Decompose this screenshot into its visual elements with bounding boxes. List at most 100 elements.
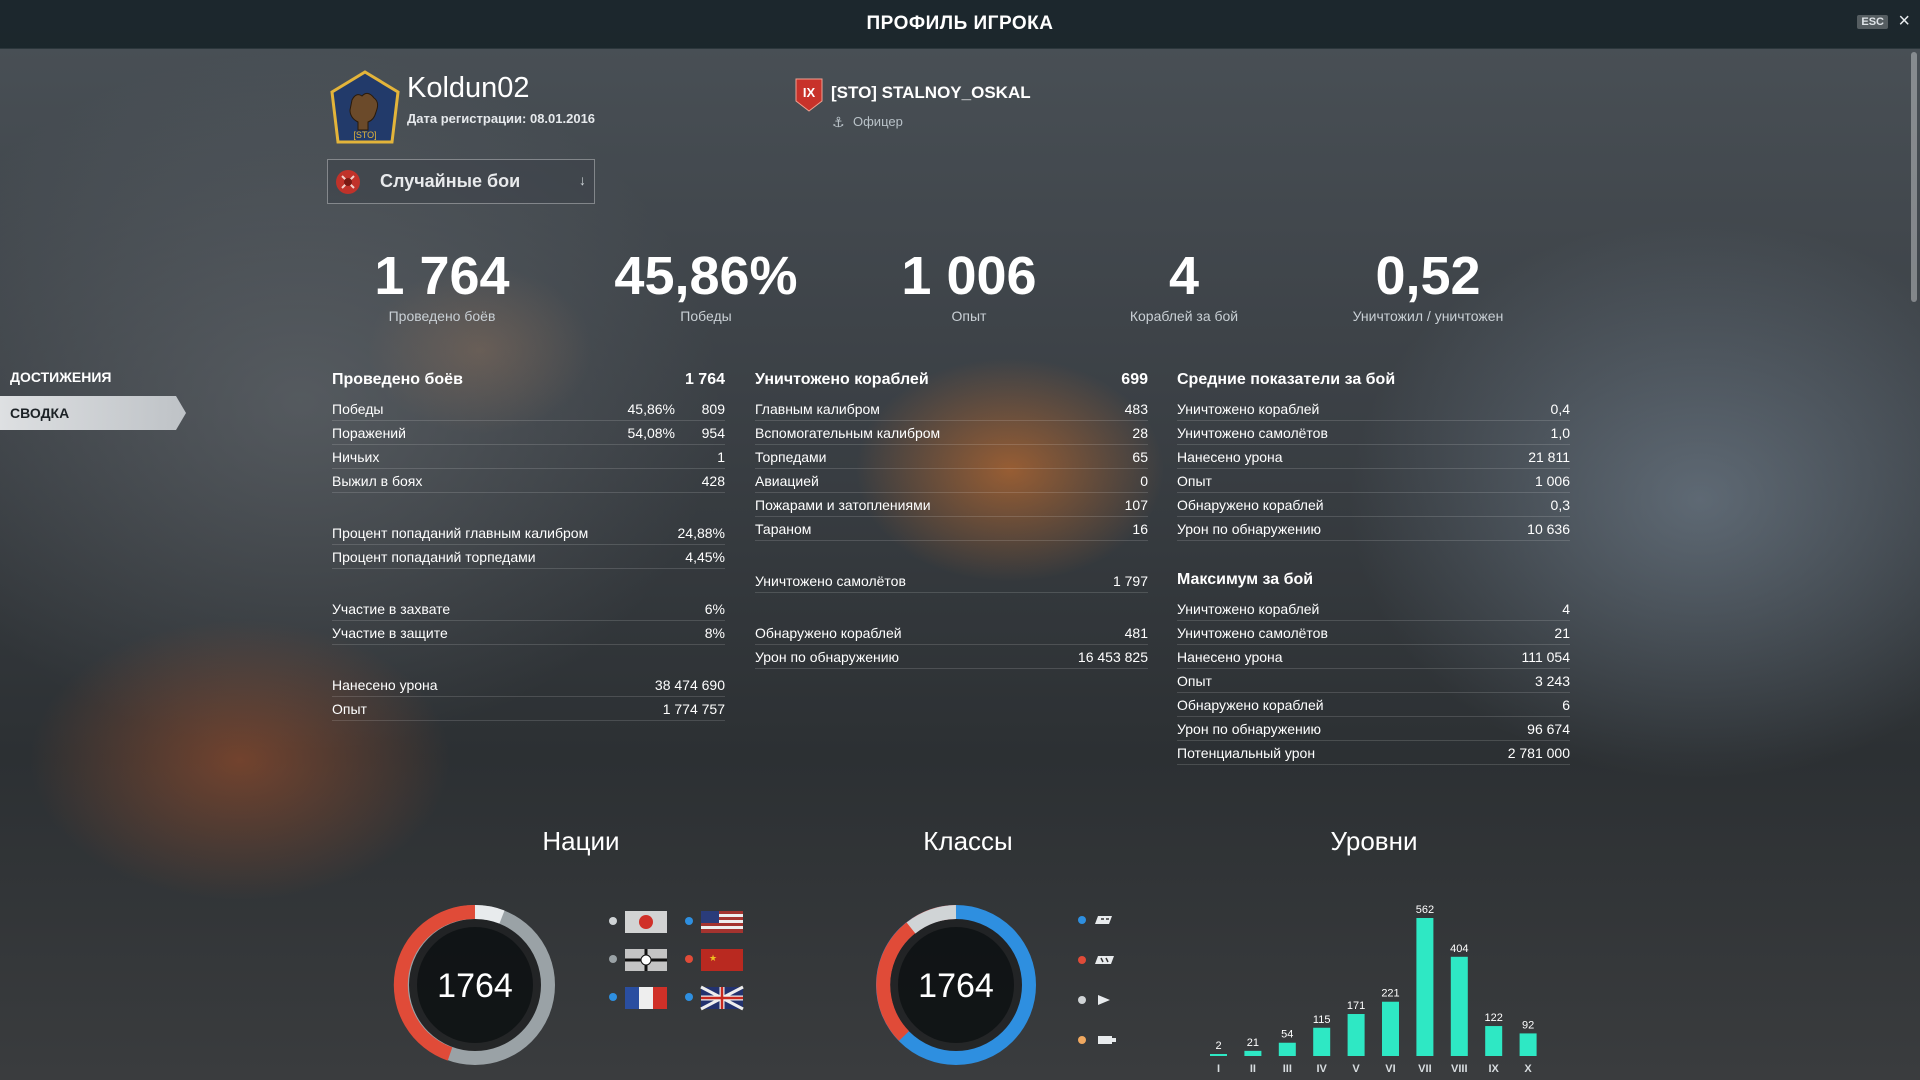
tier-bar-IV [1313, 1027, 1331, 1056]
stat-row: Обнаружено кораблей 0,3 [1177, 493, 1570, 517]
destroyer-class-icon [1095, 916, 1112, 924]
player-emblem-icon: [STO] [330, 70, 400, 144]
tier-value-label: 115 [1313, 1014, 1331, 1026]
svg-text:★: ★ [709, 953, 717, 963]
stat-row: Уничтожено кораблей 0,4 [1177, 397, 1570, 421]
usa-flag-icon [701, 911, 743, 933]
tier-value-label: 221 [1381, 988, 1399, 1000]
scrollbar[interactable] [1911, 52, 1917, 302]
tier-value-label: 122 [1485, 1012, 1503, 1024]
tiers-chart-title: Уровни [1330, 826, 1418, 856]
tier-value-label: 92 [1522, 1019, 1534, 1031]
stat-row: Нанесено урона 111 054 [1177, 645, 1570, 669]
tiers-bar-chart: 2 I 21 II 54 III 115 IV 171 V 221 VI 562 VII 404 VIII 12… [1210, 904, 1537, 1075]
classes-chart-title: Классы [923, 826, 1013, 856]
title-bar: ПРОФИЛЬ ИГРОКА ESC × [0, 0, 1920, 49]
window-title: ПРОФИЛЬ ИГРОКА [866, 13, 1054, 34]
stat-row: Уничтожено кораблей 4 [1177, 597, 1570, 621]
stat-row: Опыт 1 006 [1177, 469, 1570, 493]
stat-row: Пожарами и затоплениями 107 [755, 493, 1148, 517]
registration-date: Дата регистрации: 08.01.2016 [407, 111, 596, 126]
stat-row: Участие в защите 8% [332, 621, 725, 645]
kills-panel: Уничтожено кораблей 699 Главным калибром 4… [755, 371, 1148, 669]
tier-category-label: III [1283, 1063, 1292, 1075]
tier-category-label: IX [1488, 1063, 1499, 1075]
kills-header: Уничтожено кораблей 699 [755, 371, 1148, 388]
tier-bar-VII [1416, 918, 1434, 1056]
close-icon[interactable]: × [1898, 10, 1910, 32]
stat-row: Выжил в боях 428 [332, 469, 725, 493]
summary-kd-ratio: 0,52 Уничтожил / уничтожен [1352, 246, 1504, 324]
stat-row: Поражений 54,08% 954 [332, 421, 725, 445]
anchor-icon: ⚓ [832, 114, 845, 130]
summary-exp: 1 006 Опыт [901, 246, 1037, 324]
tier-value-label: 171 [1347, 1000, 1365, 1012]
tier-category-label: II [1250, 1063, 1256, 1075]
summary-ships-per-battle: 4 Кораблей за бой [1129, 246, 1239, 324]
nations-donut-chart: 1764 [393, 904, 555, 1065]
summary-battles: 1 764 Проведено боёв [374, 246, 510, 324]
stat-row: Главным калибром 483 [755, 397, 1148, 421]
tier-category-label: VIII [1451, 1063, 1468, 1075]
maximums-header: Максимум за бой [1177, 571, 1314, 588]
japan-flag-icon [625, 911, 667, 933]
tier-value-label: 54 [1281, 1029, 1293, 1041]
tier-value-label: 21 [1247, 1037, 1259, 1049]
ussr-flag-icon: ★ [701, 949, 743, 971]
classes-legend [1078, 916, 1116, 1044]
tier-category-label: X [1524, 1063, 1532, 1075]
stat-row: Нанесено урона 21 811 [1177, 445, 1570, 469]
battle-mode-dropdown[interactable]: Случайные бои ↓ [327, 159, 595, 204]
sidebar-item-achievements[interactable]: ДОСТИЖЕНИЯ [10, 369, 112, 385]
tier-bar-V [1347, 1014, 1365, 1056]
stat-row: Опыт 1 774 757 [332, 697, 725, 721]
tier-bar-I [1210, 1054, 1227, 1056]
tier-category-label: IV [1316, 1063, 1327, 1075]
clan-tier: IX [803, 85, 816, 100]
carrier-class-icon [1098, 1036, 1116, 1044]
tier-value-label: 562 [1416, 904, 1434, 916]
summary-win-rate: 45,86% Победы [614, 246, 798, 324]
tier-value-label: 2 [1215, 1040, 1221, 1052]
nations-chart-title: Нации [542, 826, 620, 856]
battles-header: Проведено боёв 1 764 [332, 371, 725, 388]
tier-bar-X [1519, 1033, 1537, 1056]
cruiser-class-icon [1095, 956, 1114, 964]
tier-bar-II [1244, 1050, 1262, 1056]
classes-donut-total: 1764 [918, 967, 994, 1005]
tier-category-label: V [1352, 1063, 1360, 1075]
stat-row: Авиацией 0 [755, 469, 1148, 493]
tier-bar-IX [1485, 1026, 1503, 1056]
stat-row: Опыт 3 243 [1177, 669, 1570, 693]
stat-row: Процент попаданий главным калибром 24,88% [332, 521, 725, 545]
stat-row: Обнаружено кораблей 6 [1177, 693, 1570, 717]
tier-category-label: VII [1418, 1063, 1431, 1075]
averages-panel: Средние показатели за бой Уничтожено кор… [1177, 371, 1570, 765]
player-nickname: Koldun02 [407, 72, 530, 104]
stat-row: Тараном 16 [755, 517, 1148, 541]
esc-key-hint: ESC [1857, 15, 1888, 29]
battle-mode-label: Случайные бои [380, 171, 521, 191]
nations-donut-total: 1764 [437, 967, 513, 1005]
stat-row: Уничтожено самолётов 21 [1177, 621, 1570, 645]
tier-category-label: I [1217, 1063, 1220, 1075]
nations-legend: ★ [609, 911, 744, 1011]
stat-row: Нанесено урона 38 474 690 [332, 673, 725, 697]
stat-row: Потенциальный урон 2 781 000 [1177, 741, 1570, 765]
stat-row: Вспомогательным калибром 28 [755, 421, 1148, 445]
chevron-down-icon: ↓ [579, 172, 586, 188]
stat-row: Уничтожено самолётов 1,0 [1177, 421, 1570, 445]
tier-category-label: VI [1385, 1063, 1395, 1075]
stat-row: Торпедами 65 [755, 445, 1148, 469]
stat-row: Победы 45,86% 809 [332, 397, 725, 421]
stat-row: Участие в захвате 6% [332, 597, 725, 621]
stat-row: Урон по обнаружению 96 674 [1177, 717, 1570, 741]
tier-value-label: 404 [1450, 943, 1468, 955]
random-battle-icon [336, 170, 360, 194]
clan-name[interactable]: [STO] STALNOY_OSKAL [831, 83, 1031, 102]
germany-flag-icon [625, 949, 667, 971]
clan-role: Офицер [853, 114, 903, 129]
stat-row: Уничтожено самолётов 1 797 [755, 569, 1148, 593]
stat-row: Процент попаданий торпедами 4,45% [332, 545, 725, 569]
sidebar-item-summary[interactable]: СВОДКА [0, 396, 186, 430]
